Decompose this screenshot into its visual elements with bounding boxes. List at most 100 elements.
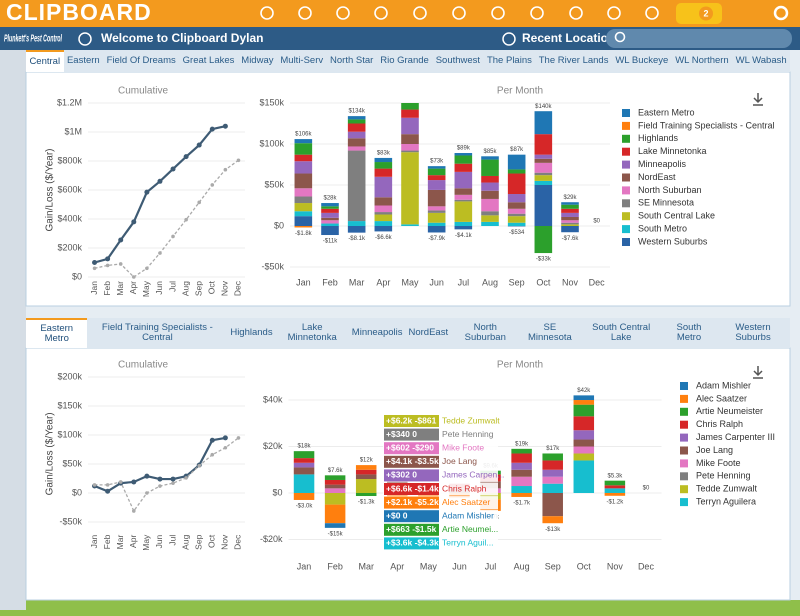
search-box[interactable] <box>606 29 792 48</box>
bar-segment <box>355 492 377 497</box>
bar-total-label: $0 <box>643 486 650 492</box>
bar-segment <box>481 198 499 212</box>
x-tick-label: Nov <box>562 277 579 287</box>
y-tick-label: $150k <box>57 400 82 410</box>
y-tick-label: $0 <box>72 271 82 281</box>
nav-icon[interactable] <box>260 6 274 20</box>
nav-icon[interactable] <box>491 6 505 20</box>
y-tick-label: -$50k <box>261 261 284 271</box>
bar-segment <box>427 180 446 190</box>
x-tick-label: Sep <box>193 534 203 549</box>
legend-label: Eastern Metro <box>638 107 695 117</box>
tab[interactable]: Eastern Metro <box>26 318 88 348</box>
nav-icon[interactable] <box>530 6 544 20</box>
tab[interactable]: North Star <box>330 55 374 66</box>
x-tick-label: May <box>420 561 438 571</box>
bar-segment <box>507 173 526 195</box>
bar-segment <box>534 226 553 254</box>
tab[interactable]: Lake Minnetonka <box>287 322 337 343</box>
line-point <box>171 481 175 485</box>
download-icon[interactable] <box>753 93 763 106</box>
sidebar <box>0 50 26 610</box>
tab[interactable]: The River Lands <box>538 55 609 66</box>
tab[interactable]: Great Lakes <box>182 55 235 66</box>
y-tick-label: $0 <box>272 487 282 497</box>
x-tick-label: Feb <box>102 281 112 296</box>
nav-icon[interactable] <box>413 6 427 20</box>
tab[interactable]: South Central Lake <box>592 322 651 343</box>
nav-icon[interactable] <box>645 6 659 20</box>
x-tick-label: Mar <box>115 281 125 296</box>
bar-negative-label: -$534 <box>509 230 525 236</box>
settings-icon[interactable] <box>773 5 789 21</box>
bar-segment <box>507 194 526 203</box>
bar-segment <box>454 163 473 172</box>
tab[interactable]: Minneapolis <box>351 327 403 338</box>
tab[interactable]: Western Suburbs <box>735 322 771 343</box>
line-point <box>105 263 110 268</box>
line-point <box>223 167 228 172</box>
nav-icon[interactable] <box>569 6 583 20</box>
nav-icon[interactable] <box>452 6 466 20</box>
bar-segment <box>374 226 393 232</box>
bar-segment <box>427 166 446 169</box>
download-icon[interactable] <box>753 366 763 379</box>
bar-negative-label: -$3.0k <box>296 504 314 510</box>
tooltip-name: Adam Mishler <box>442 510 494 520</box>
tab[interactable]: Field Of Dreams <box>106 55 176 66</box>
tab[interactable]: Eastern <box>66 55 100 66</box>
tooltip-range-box <box>384 442 439 455</box>
x-tick-label: Mar <box>115 535 125 550</box>
tab[interactable]: Midway <box>241 55 274 66</box>
bar-total-label: $89k <box>457 146 471 152</box>
tab[interactable]: Rio Grande <box>380 55 429 66</box>
tab[interactable]: North Suburban <box>464 322 506 343</box>
nav-icon[interactable] <box>336 6 350 20</box>
tab[interactable]: Multi-Serv <box>280 55 324 66</box>
bar-segment <box>542 460 563 470</box>
nav-icons <box>260 5 789 21</box>
tab[interactable]: Southwest <box>435 55 481 66</box>
tab[interactable]: Field Training Specialists - Central <box>101 322 213 343</box>
bar-segment <box>573 400 595 405</box>
tab[interactable]: South Metro <box>676 322 702 343</box>
legend-label: Alec Saatzer <box>696 393 747 403</box>
tab[interactable]: The Plains <box>486 55 532 66</box>
bar-total-label: $134k <box>348 109 365 115</box>
bar-segment <box>427 222 446 226</box>
bar-segment <box>347 131 366 139</box>
legend-swatch <box>680 420 688 429</box>
bar-segment <box>573 430 595 440</box>
legend-label: Western Suburbs <box>638 236 708 246</box>
line-point <box>118 262 123 266</box>
bar-segment <box>511 469 532 477</box>
nav-icon[interactable] <box>374 6 388 20</box>
nav-icon[interactable] <box>607 6 621 20</box>
bar-segment <box>401 134 419 144</box>
nav-icon[interactable] <box>298 6 312 20</box>
bar-segment <box>401 152 419 225</box>
line-point <box>210 452 215 457</box>
tab[interactable]: WL Northern <box>675 55 729 66</box>
bar-total-label: $29k <box>563 195 577 201</box>
bar-segment <box>324 484 346 489</box>
x-tick-label: Aug <box>180 281 190 296</box>
legend-swatch <box>622 147 630 156</box>
tab[interactable]: SE Minnesota <box>527 322 572 343</box>
tab[interactable]: WL Buckeye <box>615 55 669 66</box>
tab[interactable]: Central <box>26 50 64 72</box>
bar-segment <box>542 476 563 484</box>
x-tick-label: Feb <box>322 277 338 287</box>
tooltip-range: +$663 -$1.5k <box>386 524 437 534</box>
bar-segment <box>561 220 579 223</box>
tooltip-range: +$6.2k -$861 <box>386 415 437 425</box>
bar-segment <box>324 523 346 528</box>
tab[interactable]: Highlands <box>230 327 273 338</box>
line-series <box>94 437 239 513</box>
bar-negative-label: -$15k <box>328 531 344 537</box>
line-point <box>196 142 202 148</box>
tab[interactable]: NordEast <box>408 327 449 338</box>
tab[interactable]: WL Wabash <box>735 55 787 66</box>
recent-locations[interactable]: Recent Locations <box>522 31 622 45</box>
